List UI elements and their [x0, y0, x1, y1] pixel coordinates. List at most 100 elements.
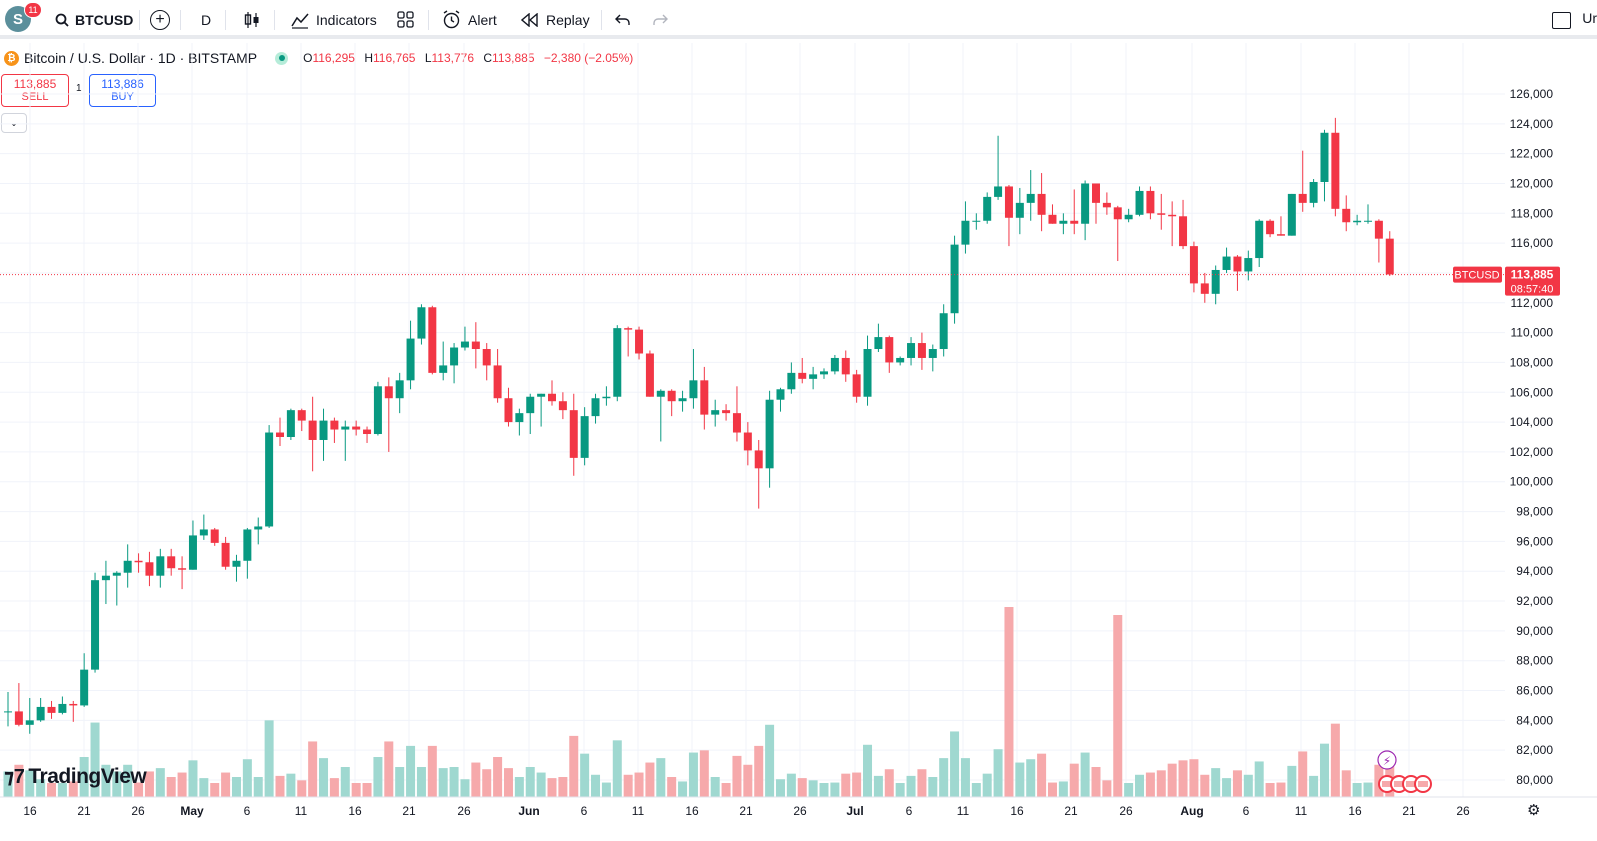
time-tick-label: 16: [23, 804, 37, 818]
candle-body: [199, 529, 208, 536]
symbol-tag-box: [1453, 266, 1502, 283]
volume-bar: [1276, 782, 1286, 797]
avatar-letter: S: [12, 10, 23, 28]
candle-body: [1342, 208, 1351, 223]
candle-body: [558, 401, 567, 411]
sell-button[interactable]: 113,885 SELL: [1, 74, 69, 107]
candle-body: [1276, 234, 1285, 236]
time-tick-label: 11: [295, 804, 308, 818]
volume-bar: [329, 778, 339, 797]
price-tick-label: 94,000: [1516, 564, 1553, 578]
volume-bar: [808, 780, 818, 797]
brand-name: TradingView: [28, 764, 147, 788]
replay-button[interactable]: Replay: [521, 0, 590, 39]
tradingview-logo[interactable]: ⁊7 TradingView: [4, 764, 147, 789]
candle-body: [1037, 193, 1046, 215]
symbol-search[interactable]: BTCUSD: [55, 0, 133, 39]
candle-body: [178, 568, 187, 570]
chevron-down-icon: ⌄: [9, 117, 19, 129]
price-tick-label: 96,000: [1516, 534, 1553, 548]
candle-body: [156, 556, 165, 576]
news-event-icon: [1377, 750, 1397, 770]
buy-button[interactable]: 113,886 BUY: [89, 74, 156, 107]
fullscreen-icon[interactable]: [1552, 12, 1571, 29]
volume-bar: [797, 778, 807, 797]
compare-button[interactable]: +: [150, 0, 170, 39]
volume-bar: [449, 767, 459, 797]
candle-body: [243, 529, 252, 561]
currency-select[interactable]: USD ⌄: [1505, 47, 1563, 71]
volume-bar: [1015, 762, 1025, 797]
volume-bar: [1243, 774, 1253, 797]
ohlc-values: O116,295 H116,765 L113,776 C113,885 −2,3…: [303, 51, 639, 65]
interval-button[interactable]: D: [201, 0, 211, 39]
price-tick-label: 88,000: [1516, 654, 1553, 668]
candle-body: [830, 357, 839, 372]
candle-body: [1135, 190, 1144, 215]
economic-event-flag-icon: [1378, 775, 1396, 793]
candle-body: [1092, 183, 1100, 203]
current-price-tag: BTCUSD 113,885 08:57:40: [1453, 266, 1560, 296]
alarm-clock-icon: [443, 10, 460, 29]
volume-bar: [471, 762, 481, 797]
volume-bar: [547, 778, 557, 797]
price-tick-label: 108,000: [1510, 355, 1554, 369]
candle-body: [36, 706, 45, 721]
volume-bar: [928, 777, 938, 797]
legend-title[interactable]: Bitcoin / U.S. Dollar · 1D · BITSTAMP: [24, 50, 258, 66]
price-tick-label: 92,000: [1516, 594, 1553, 608]
candle-body: [25, 720, 34, 725]
candle-body: [1189, 246, 1198, 284]
volume-bar: [373, 757, 383, 797]
price-axis: 126,000 124,000 122,000 120,000 118,000 116,0…: [1505, 43, 1597, 841]
buy-label: BUY: [111, 90, 134, 103]
candle-body: [188, 535, 197, 570]
indicators-button[interactable]: Indicators: [290, 0, 377, 39]
candle-body: [852, 374, 861, 397]
time-tick-label: 26: [457, 804, 471, 818]
candle-body: [14, 711, 23, 725]
templates-button[interactable]: [397, 0, 414, 39]
volume-bar: [667, 777, 677, 797]
settings-gear-icon[interactable]: ⚙: [1527, 802, 1541, 819]
candle-body: [406, 338, 415, 381]
redo-button[interactable]: [652, 0, 668, 39]
candle-body: [700, 380, 709, 415]
volume-bar: [852, 772, 862, 797]
candle-body: [765, 399, 774, 469]
candle-body: [112, 572, 121, 576]
candle-body: [591, 398, 600, 417]
candle-body: [667, 390, 676, 402]
top-toolbar: S 11 BTCUSD + D Indicators Alert Replay …: [0, 0, 1597, 39]
volume-bar: [830, 782, 840, 797]
alert-button[interactable]: Alert: [442, 0, 497, 39]
candle-body: [809, 374, 818, 379]
candle-body: [961, 220, 970, 245]
candle-body: [254, 526, 263, 530]
volume-bar: [917, 769, 927, 797]
candlesticks: [4, 117, 1394, 734]
candle-body: [395, 380, 404, 399]
chart-type-button[interactable]: [243, 0, 261, 39]
volume-bar: [1254, 761, 1264, 797]
candle-body: [917, 343, 926, 358]
volume-bar: [786, 773, 796, 797]
volume-bar: [297, 780, 307, 797]
toolbar-cut-label[interactable]: Ur: [1582, 10, 1597, 26]
volume-bar: [1069, 763, 1079, 797]
candle-body: [1331, 132, 1340, 209]
candle-body: [526, 396, 535, 414]
volume-bar: [1080, 752, 1090, 797]
collapse-legend-button[interactable]: ⌄: [1, 113, 27, 133]
candle-body: [1320, 132, 1329, 182]
volume-bar: [1156, 770, 1166, 797]
order-quantity[interactable]: 1: [76, 83, 82, 94]
bitcoin-logo-icon: ₿: [4, 50, 19, 66]
volume-bar: [525, 767, 535, 797]
candle-body: [221, 542, 230, 567]
candle-body: [1102, 202, 1111, 208]
volume-bar: [1232, 770, 1242, 797]
undo-button[interactable]: [615, 0, 631, 39]
price-tick-label: 116,000: [1511, 236, 1554, 250]
